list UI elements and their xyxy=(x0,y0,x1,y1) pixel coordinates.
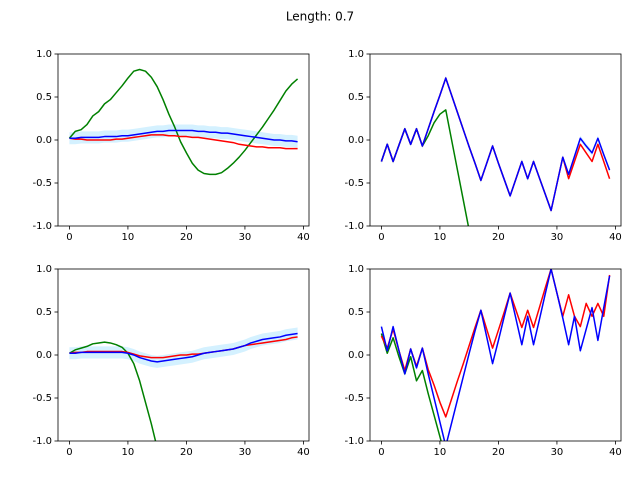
x-tick-label: 40 xyxy=(297,447,310,458)
line-series xyxy=(380,77,611,212)
line-series xyxy=(380,109,470,226)
plot-area xyxy=(380,269,611,441)
x-tick-label: 10 xyxy=(434,447,447,458)
x-tick-label: 40 xyxy=(297,232,310,243)
x-tick-label: 10 xyxy=(122,447,135,458)
y-tick-label: 0.0 xyxy=(348,350,364,361)
y-tick-label: -1.0 xyxy=(344,221,364,232)
line-series xyxy=(69,336,298,359)
figure-title: Length: 0.7 xyxy=(286,10,354,24)
x-tick-label: 30 xyxy=(239,447,252,458)
line-series xyxy=(380,269,611,441)
x-tick-label: 30 xyxy=(551,447,564,458)
x-tick-label: 0 xyxy=(66,232,72,243)
y-tick-label: 1.0 xyxy=(36,264,52,275)
x-tick-label: 30 xyxy=(239,232,252,243)
y-tick-label: -0.5 xyxy=(344,178,364,189)
y-tick-label: 0.0 xyxy=(36,350,52,361)
confidence-band xyxy=(381,269,610,441)
y-tick-label: 1.0 xyxy=(36,49,52,60)
y-tick-label: -1.0 xyxy=(344,436,364,447)
plot-area xyxy=(68,68,299,176)
line-series xyxy=(380,333,442,441)
y-tick-label: -0.5 xyxy=(344,393,364,404)
plot-area xyxy=(69,327,298,441)
y-tick-label: -1.0 xyxy=(32,221,52,232)
x-tick-label: 30 xyxy=(551,232,564,243)
y-tick-label: 0.0 xyxy=(36,135,52,146)
y-tick-label: 0.5 xyxy=(36,92,52,103)
y-tick-label: -0.5 xyxy=(32,178,52,189)
x-tick-label: 40 xyxy=(609,232,622,243)
y-tick-label: 0.5 xyxy=(36,307,52,318)
y-tick-label: 1.0 xyxy=(348,264,364,275)
line-series xyxy=(68,68,299,176)
line-series xyxy=(380,269,611,418)
line-series xyxy=(69,134,298,150)
x-tick-label: 0 xyxy=(378,447,384,458)
y-tick-label: -1.0 xyxy=(32,436,52,447)
line-series xyxy=(380,77,611,212)
x-tick-label: 20 xyxy=(180,232,193,243)
x-tick-label: 20 xyxy=(180,447,193,458)
y-tick-label: 1.0 xyxy=(348,49,364,60)
y-tick-label: 0.0 xyxy=(348,135,364,146)
x-tick-label: 40 xyxy=(609,447,622,458)
line-series xyxy=(69,129,298,143)
line-series xyxy=(69,332,298,363)
y-tick-label: 0.5 xyxy=(348,307,364,318)
x-tick-label: 10 xyxy=(434,232,447,243)
y-tick-label: -0.5 xyxy=(32,393,52,404)
y-tick-label: 0.5 xyxy=(348,92,364,103)
plot-area xyxy=(380,75,611,226)
x-tick-label: 20 xyxy=(492,232,505,243)
line-series xyxy=(69,341,157,441)
x-tick-label: 0 xyxy=(378,232,384,243)
confidence-band xyxy=(381,75,610,214)
confidence-band xyxy=(69,327,298,368)
x-tick-label: 10 xyxy=(122,232,135,243)
x-tick-label: 0 xyxy=(66,447,72,458)
x-tick-label: 20 xyxy=(492,447,505,458)
